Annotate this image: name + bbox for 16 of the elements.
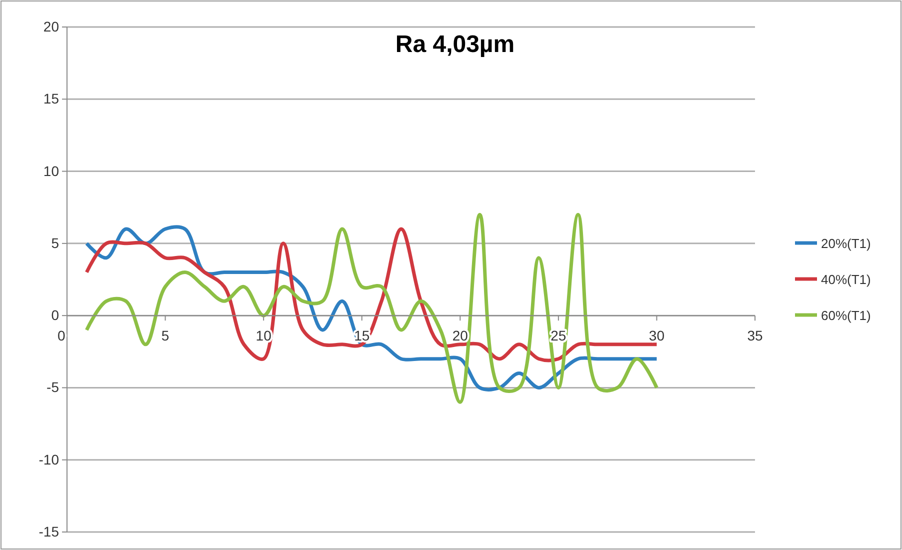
y-tick-label: -10 — [38, 451, 60, 468]
legend-label: 60%(T1) — [821, 308, 871, 323]
x-tick-label: 35 — [747, 327, 763, 344]
y-tick-label: -15 — [38, 523, 60, 540]
x-tick-label: 20 — [452, 327, 468, 344]
y-tick-label: 10 — [43, 162, 60, 179]
y-tick-label: -5 — [46, 379, 60, 396]
legend-label: 40%(T1) — [821, 272, 871, 287]
chart-title: Ra 4,03µm — [395, 31, 515, 58]
y-tick-label: 0 — [51, 307, 60, 324]
y-tick-label: 5 — [51, 234, 60, 251]
x-tick-label: 5 — [161, 327, 170, 344]
y-tick-label: 20 — [43, 18, 60, 34]
y-tick-label: 15 — [43, 90, 60, 107]
x-tick-label: 30 — [648, 327, 665, 344]
legend-label: 20%(T1) — [821, 236, 871, 251]
